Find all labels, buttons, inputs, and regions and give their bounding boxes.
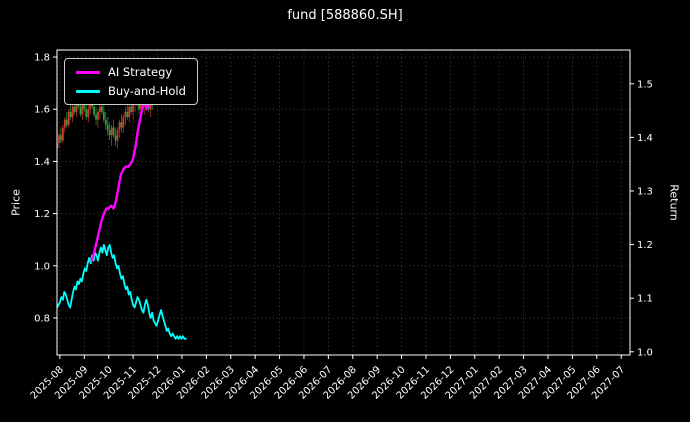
- plot-border: [56, 49, 631, 356]
- legend: AI Strategy Buy-and-Hold: [64, 58, 198, 105]
- grid: [57, 50, 630, 355]
- legend-line-swatch-cyan: [76, 89, 100, 93]
- y-right-tick-label: 1.4: [637, 133, 653, 144]
- legend-item-buy-and-hold: Buy-and-Hold: [76, 84, 186, 98]
- y-right-tick-label: 1.0: [637, 347, 653, 358]
- legend-item-ai-strategy: AI Strategy: [76, 65, 186, 79]
- y-axis-label-return: Return: [667, 184, 681, 221]
- y-left-tick-label: 1.6: [34, 105, 50, 116]
- y-left-tick-label: 1.0: [34, 261, 50, 272]
- y-left-tick-label: 1.2: [34, 209, 50, 220]
- legend-label: AI Strategy: [108, 65, 173, 79]
- y-left-tick-label: 1.4: [34, 157, 50, 168]
- line-series-buy-and-hold: [57, 243, 187, 340]
- y-left-tick-label: 1.8: [34, 53, 50, 64]
- y-right-tick-label: 1.1: [637, 294, 653, 305]
- axis-ticks: [53, 56, 634, 359]
- y-left-tick-label: 0.8: [34, 313, 50, 324]
- line-series-ai-strategy: [90, 89, 154, 262]
- legend-line-swatch-magenta: [76, 70, 100, 74]
- chart-title: fund [588860.SH]: [287, 8, 403, 23]
- y-axis-label-price: Price: [9, 189, 23, 216]
- legend-label: Buy-and-Hold: [108, 84, 186, 98]
- y-right-tick-label: 1.2: [637, 240, 653, 251]
- y-right-tick-label: 1.3: [637, 186, 653, 197]
- y-right-tick-label: 1.5: [637, 79, 653, 90]
